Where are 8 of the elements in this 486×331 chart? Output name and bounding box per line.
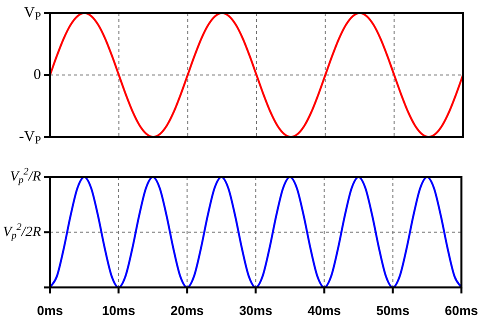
ref-line-label: 0 [34, 66, 41, 83]
x-tick-label: 40ms [308, 302, 341, 318]
x-tick-label: 60ms [444, 302, 478, 318]
x-tick-label: 0ms [36, 302, 64, 318]
x-tick-label: 10ms [102, 302, 136, 318]
x-tick-label: 50ms [376, 302, 410, 318]
x-tick-label: 20ms [170, 302, 204, 318]
x-tick-label: 30ms [239, 302, 272, 318]
